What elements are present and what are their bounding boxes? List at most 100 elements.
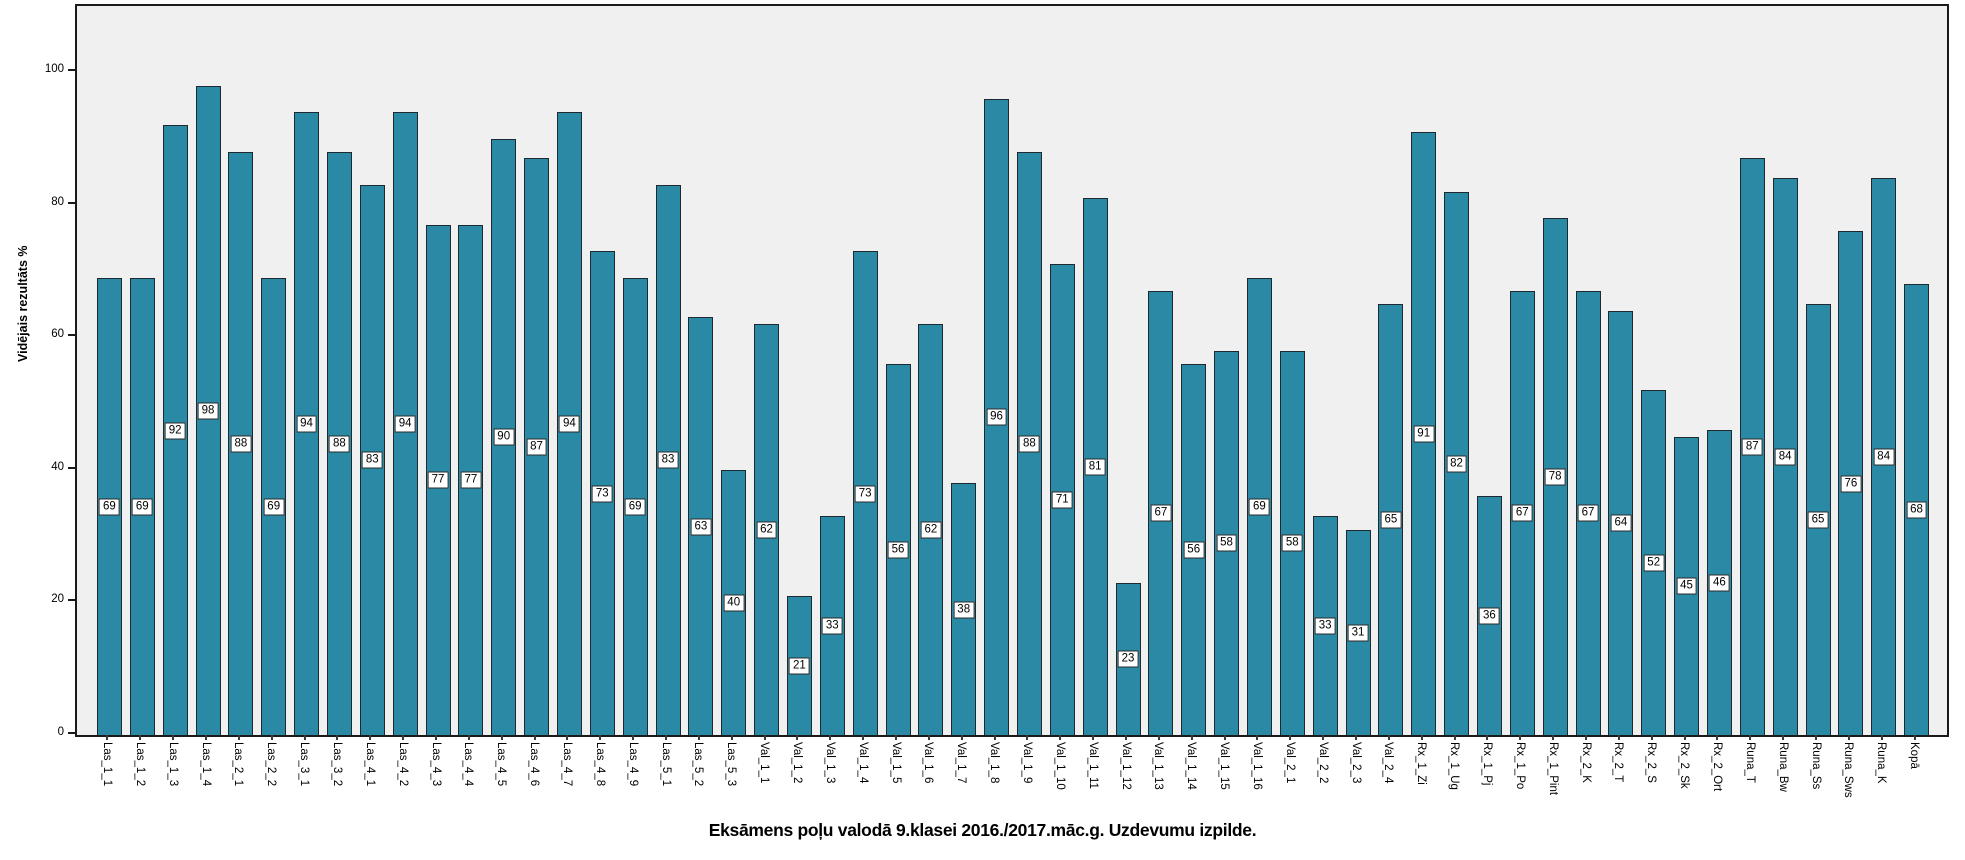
x-tick-mark xyxy=(369,735,372,740)
bar-Kopā: 68 xyxy=(1904,284,1930,735)
bar-Las_4_6: 87 xyxy=(524,158,550,735)
x-tick-label: Val_1_8 xyxy=(988,742,1001,784)
x-tick-label: Val_1_15 xyxy=(1218,742,1231,790)
bar-Val_1_2: 21 xyxy=(786,595,812,735)
x-tick-mark xyxy=(895,735,897,740)
x-tick-label: Val_2_3 xyxy=(1349,742,1362,784)
x-tick-mark xyxy=(960,735,963,740)
bar-value-label: 38 xyxy=(953,601,975,619)
x-tick-label: Val_1_2 xyxy=(790,742,803,784)
x-tick-mark xyxy=(862,735,865,740)
bar-value-label: 69 xyxy=(131,498,153,516)
x-tick-mark xyxy=(1519,735,1522,740)
bar-value-label: 62 xyxy=(920,521,942,539)
x-tick-label: Runa_Sws xyxy=(1842,742,1855,798)
x-tick-label: Val_1_4 xyxy=(856,742,869,784)
bar-value-label: 73 xyxy=(854,485,876,503)
x-tick-label: Rx_1_Pint xyxy=(1546,742,1559,796)
bar-value-label: 69 xyxy=(624,498,646,516)
bar-Rx_2_Ort: 46 xyxy=(1706,430,1732,735)
bar-Las_1_4: 98 xyxy=(195,85,221,735)
bar-value-label: 23 xyxy=(1117,650,1139,668)
x-tick-label: Val_1_16 xyxy=(1250,742,1263,790)
bar-Rx_1_Pint: 78 xyxy=(1542,218,1568,735)
y-tick-label: 60 xyxy=(51,328,64,341)
bar-Val_1_3: 33 xyxy=(819,516,845,735)
bar-Rx_2_K: 67 xyxy=(1575,290,1601,735)
bar-Val_1_11: 81 xyxy=(1082,198,1108,735)
x-tick-mark xyxy=(1683,735,1686,740)
x-tick-label: Las_1_4 xyxy=(199,742,212,787)
x-tick-label: Runa_Bw xyxy=(1776,742,1789,792)
x-tick-mark xyxy=(1322,735,1325,740)
bar-value-label: 87 xyxy=(526,438,547,456)
x-tick-label: Rx_1_Zi xyxy=(1415,742,1428,785)
y-tick-mark xyxy=(68,69,75,72)
x-tick-label: Runa_K xyxy=(1875,742,1888,784)
bar-value-label: 40 xyxy=(723,594,745,612)
x-tick-mark xyxy=(632,735,635,740)
x-tick-mark xyxy=(796,735,799,740)
x-tick-label: Las_2_1 xyxy=(232,742,245,787)
x-tick-label: Runa_T xyxy=(1743,742,1756,783)
x-tick-label: Las_3_1 xyxy=(298,742,311,787)
x-tick-label: Las_4_6 xyxy=(528,742,541,787)
bar-value-label: 69 xyxy=(1249,498,1270,516)
x-tick-mark xyxy=(1585,735,1587,740)
bar-value-label: 81 xyxy=(1084,458,1106,476)
x-tick-mark xyxy=(1552,735,1555,740)
x-tick-label: Las_1_3 xyxy=(166,742,179,787)
x-tick-label: Val_1_1 xyxy=(758,742,771,784)
x-tick-mark xyxy=(1749,735,1752,740)
bar-Val_2_4: 65 xyxy=(1378,304,1404,735)
bar-Las_4_1: 83 xyxy=(359,184,385,735)
y-tick-label: 20 xyxy=(51,593,64,606)
x-tick-label: Las_1_2 xyxy=(133,742,146,787)
bar-value-label: 68 xyxy=(1906,501,1927,519)
bar-Val_1_4: 73 xyxy=(852,251,878,735)
bar-value-label: 83 xyxy=(657,451,679,469)
x-tick-mark xyxy=(1913,735,1916,740)
bar-Rx_2_T: 64 xyxy=(1608,310,1634,735)
x-tick-mark xyxy=(303,735,306,740)
x-tick-label: Val_2_2 xyxy=(1316,742,1329,784)
bar-Val_2_2: 33 xyxy=(1312,516,1338,735)
y-tick-label: 80 xyxy=(51,195,64,208)
x-tick-label: Las_4_3 xyxy=(429,742,442,787)
bar-Las_5_2: 63 xyxy=(688,317,714,735)
x-tick-label: Val_1_6 xyxy=(922,742,935,784)
x-tick-mark xyxy=(237,735,240,740)
x-tick-mark xyxy=(1387,735,1390,740)
x-tick-mark xyxy=(1782,735,1785,740)
bar-value-label: 94 xyxy=(559,415,580,433)
bar-value-label: 33 xyxy=(821,617,843,635)
bar-Rx_1_Zi: 91 xyxy=(1411,131,1437,735)
x-tick-mark xyxy=(599,735,602,740)
x-tick-mark xyxy=(1190,735,1193,740)
y-tick-mark xyxy=(68,201,75,204)
x-tick-mark xyxy=(1847,735,1850,740)
bar-Val_1_13: 67 xyxy=(1148,290,1174,735)
bar-Runa_T: 87 xyxy=(1739,158,1765,735)
y-tick-label: 0 xyxy=(57,726,64,738)
bar-value-label: 46 xyxy=(1709,574,1730,592)
x-tick-label: Val_1_5 xyxy=(889,742,902,784)
bar-Las_4_9: 69 xyxy=(622,277,648,735)
x-tick-label: Rx_2_K xyxy=(1579,742,1592,783)
bar-Las_2_2: 69 xyxy=(261,277,287,735)
x-tick-mark xyxy=(1650,735,1653,740)
x-tick-label: Las_3_2 xyxy=(330,742,343,787)
bar-value-label: 87 xyxy=(1741,438,1763,456)
x-tick-label: Las_4_8 xyxy=(593,742,606,787)
bar-value-label: 78 xyxy=(1544,468,1566,486)
y-tick-mark xyxy=(68,334,75,337)
bar-value-label: 84 xyxy=(1873,448,1895,466)
x-tick-mark xyxy=(1815,735,1817,740)
x-tick-mark xyxy=(1092,735,1095,740)
bar-value-label: 88 xyxy=(230,435,252,453)
bar-value-label: 52 xyxy=(1643,554,1665,572)
bar-value-label: 36 xyxy=(1479,607,1500,625)
x-tick-label: Las_5_1 xyxy=(659,742,672,787)
x-tick-label: Las_2_2 xyxy=(265,742,278,787)
bar-Rx_2_S: 52 xyxy=(1641,390,1667,735)
